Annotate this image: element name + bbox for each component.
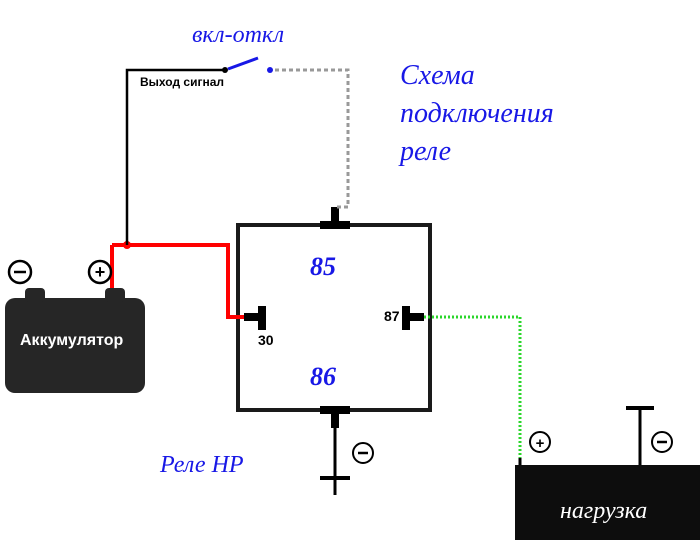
wire-gray-dashed <box>275 70 348 207</box>
wire-green <box>424 317 520 458</box>
relay-name-label: Реле НР <box>160 452 244 479</box>
switch-arm <box>228 58 258 69</box>
pin-87-label: 87 <box>384 308 400 324</box>
title-line-2: подключения <box>400 98 554 130</box>
pin-30 <box>244 306 262 330</box>
wire-signal <box>127 70 225 245</box>
pin-86-label: 86 <box>310 362 336 392</box>
title-line-3: реле <box>400 136 451 168</box>
pin-85-label: 85 <box>310 252 336 282</box>
pin-85 <box>320 207 350 225</box>
svg-text:+: + <box>95 262 106 282</box>
load-label: нагрузка <box>560 498 647 525</box>
battery-label: Аккумулятор <box>20 332 123 350</box>
svg-text:+: + <box>536 435 545 452</box>
switch-label: вкл-откл <box>192 22 284 49</box>
pin-30-label: 30 <box>258 332 274 348</box>
circuit-diagram: + + <box>0 0 700 555</box>
title-line-1: Схема <box>400 60 475 92</box>
signal-output-label: Выход сигнал <box>140 75 224 89</box>
pin-87 <box>406 306 424 330</box>
pin-86 <box>320 410 350 428</box>
